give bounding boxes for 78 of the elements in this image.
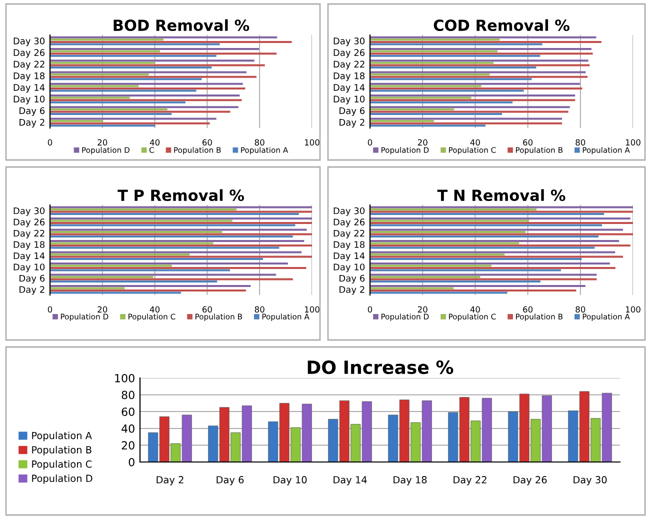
y-tick-label: 100 [115,374,134,382]
legend-label: Population C [32,460,92,470]
y-tick-label: Day 22 [14,230,44,238]
x-tick-label: 60 [202,306,212,313]
y-tick-label: 20 [122,441,134,450]
y-tick-label: Day 26 [334,218,365,228]
y-tick-label: Day 14 [334,84,365,93]
x-tick-label: 100 [626,306,640,313]
chart-title: T N Removal % [437,189,566,202]
y-tick-label: Day 30 [14,38,45,46]
x-tick-label: 60 [523,306,533,313]
y-tick-label: Day 26 [14,218,45,228]
x-tick-label: Day 26 [514,476,547,486]
y-tick-label: Day 22 [334,230,364,238]
x-tick-label: 100 [626,139,640,146]
x-tick-label: 60 [202,139,212,146]
x-tick-label: Day 22 [454,476,486,486]
chart-title: BOD Removal % [114,19,250,32]
x-tick-label: 20 [418,306,428,313]
y-tick-label: Day 14 [14,252,45,261]
y-tick-label: Day 26 [334,49,365,58]
y-tick-label: Day 10 [334,264,365,272]
chart-title: DO Increase % [308,360,454,374]
y-tick-label: Day 30 [334,38,365,46]
y-tick-label: Day 6 [340,107,365,116]
x-tick-label: 20 [418,139,428,146]
x-tick-label: 40 [470,139,480,146]
y-tick-label: Day 22 [334,60,364,70]
y-tick-label: Day 6 [340,274,365,284]
x-tick-label: 20 [98,306,108,313]
chart-title: COD Removal % [434,19,570,32]
x-tick-label: 0 [48,306,52,313]
y-tick-label: 60 [122,408,134,416]
y-tick-label: Day 10 [334,96,365,104]
x-tick-label: 80 [254,306,264,313]
y-tick-label: Day 2 [20,118,44,128]
y-tick-label: Day 22 [14,60,44,70]
legend-label: Population A [32,432,92,442]
x-tick-label: 80 [254,139,264,146]
y-tick-label: Day 30 [14,207,45,216]
y-tick-label: Day 2 [20,286,44,295]
y-tick-label: Day 18 [334,241,365,250]
x-tick-label: Day 30 [574,476,607,486]
y-tick-label: Day 14 [334,252,365,261]
x-tick-label: 60 [523,139,533,146]
y-tick-label: 40 [122,424,134,433]
x-tick-label: Day 6 [216,476,244,486]
x-tick-label: Day 18 [394,476,427,486]
x-tick-label: Day 2 [156,476,184,486]
y-tick-label: Day 2 [340,286,364,295]
y-tick-label: Day 30 [334,207,365,216]
x-tick-label: 80 [576,139,586,146]
legend-label: Population D [32,474,92,484]
x-tick-label: 20 [98,139,108,146]
y-tick-label: Day 10 [14,264,45,272]
y-tick-label: Day 18 [14,241,45,250]
x-tick-label: 40 [150,306,160,313]
y-tick-label: Day 18 [334,72,365,81]
x-tick-label: 80 [576,306,586,313]
x-tick-label: 40 [470,306,480,313]
y-tick-label: Day 6 [20,107,45,116]
x-tick-label: 0 [368,306,372,313]
y-tick-label: Day 14 [14,84,45,93]
y-tick-label: Day 10 [14,96,45,104]
legend-label: Population B [32,446,92,456]
x-tick-label: Day 10 [274,476,307,486]
y-tick-label: Day 18 [14,72,45,81]
y-tick-label: 80 [122,390,134,400]
x-tick-label: 100 [304,139,320,146]
x-tick-label: 0 [48,139,52,146]
y-tick-label: Day 2 [340,118,364,128]
chart-title: T P Removal % [118,189,244,202]
x-tick-label: 0 [368,139,372,146]
x-tick-label: 40 [150,139,160,146]
y-tick-label: Day 6 [20,274,45,284]
y-tick-label: 0 [128,458,134,466]
x-tick-label: 100 [304,306,320,313]
y-tick-label: Day 26 [14,49,45,58]
